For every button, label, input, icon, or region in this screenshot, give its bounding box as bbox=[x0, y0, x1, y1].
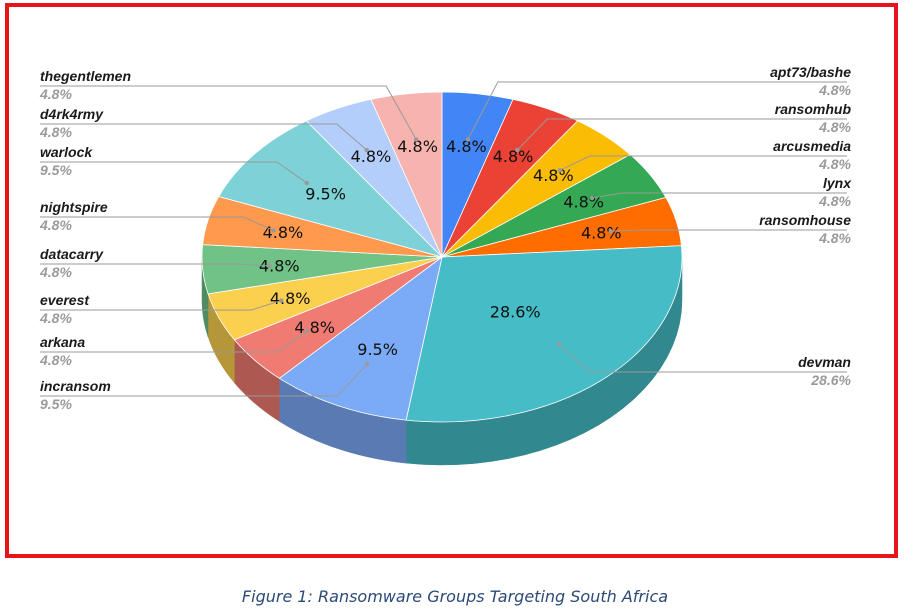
leader-dot-arkana bbox=[304, 329, 310, 334]
leader-dot-thegentlemen bbox=[413, 137, 419, 142]
leader-dot-nightspire bbox=[271, 228, 276, 233]
slice-value-d4rk4rmy: 4.8% bbox=[351, 147, 392, 166]
slice-value-lynx: 4.8% bbox=[563, 192, 604, 211]
leader-line-ransomhouse bbox=[610, 229, 847, 232]
leader-line-ransomhub bbox=[516, 118, 847, 151]
leader-line-d4rk4rmy bbox=[40, 123, 368, 151]
callout-value-lynx: 4.8% bbox=[818, 193, 851, 209]
chart-frame: 4.8% 4.8% 4.8% 4.8% 4.8% 28.6% 9.5% 4.8% 4.8% 4.8… bbox=[5, 3, 898, 558]
leader-dot-d4rk4rmy bbox=[364, 147, 369, 153]
leader-line-arkana bbox=[40, 330, 308, 353]
leader-line-thegentlemen bbox=[40, 85, 417, 140]
slice-value-warlock: 9.5% bbox=[305, 184, 346, 203]
callout-labels: apt73/bashe 4.8% ransomhub 4.8% arcusmedia 4.… bbox=[39, 64, 852, 412]
pie-slice-incransom bbox=[278, 256, 443, 421]
callout-name-ransomhub: ransomhub bbox=[775, 101, 852, 117]
leader-line-warlock bbox=[40, 161, 308, 184]
callout-name-everest: everest bbox=[40, 292, 90, 308]
leader-line-everest bbox=[40, 300, 282, 311]
callout-name-nightspire: nightspire bbox=[40, 199, 108, 215]
leader-line-nightspire bbox=[40, 216, 274, 231]
callout-value-arcusmedia: 4.8% bbox=[818, 156, 851, 172]
pie-chart: 4.8%4.8%4.8%4.8%4.8%28.6%9.5%4.8%4.8%4.8… bbox=[39, 64, 852, 466]
leader-dot-devman bbox=[556, 342, 562, 347]
callout-value-devman: 28.6% bbox=[810, 372, 851, 388]
slice-value-devman: 28.6% bbox=[490, 303, 541, 322]
callout-name-devman: devman bbox=[798, 354, 851, 370]
slice-value-nightspire: 4.8% bbox=[263, 223, 304, 242]
leader-line-lynx bbox=[591, 192, 847, 199]
leader-line-apt73/bashe bbox=[467, 81, 847, 140]
slice-value-ransomhub: 4.8% bbox=[493, 147, 534, 166]
leader-line-datacarry bbox=[40, 263, 270, 267]
figure-caption: Figure 1: Ransomware Groups Targeting So… bbox=[241, 587, 669, 606]
callout-name-lynx: lynx bbox=[823, 175, 852, 191]
callout-value-datacarry: 4.8% bbox=[39, 264, 72, 280]
slice-value-arkana: 4.8% bbox=[294, 318, 335, 337]
leader-dot-arcusmedia bbox=[557, 167, 563, 173]
leader-dot-datacarry bbox=[267, 263, 272, 269]
pie-slice-devman bbox=[405, 245, 683, 423]
callout-value-thegentlemen: 4.8% bbox=[39, 86, 72, 102]
callout-value-incransom: 9.5% bbox=[40, 396, 72, 412]
callout-name-ransomhouse: ransomhouse bbox=[759, 212, 851, 228]
slice-value-ransomhouse: 4.8% bbox=[581, 224, 622, 243]
leader-dot-warlock bbox=[304, 180, 310, 186]
leader-line-incransom bbox=[40, 363, 368, 397]
callout-value-ransomhouse: 4.8% bbox=[818, 230, 851, 246]
leader-dot-apt73/bashe bbox=[465, 137, 471, 142]
callout-name-apt73/bashe: apt73/bashe bbox=[770, 64, 851, 80]
pie-slice-thegentlemen bbox=[370, 91, 443, 258]
callout-value-d4rk4rmy: 4.8% bbox=[39, 124, 72, 140]
callout-name-arkana: arkana bbox=[40, 334, 85, 350]
slice-value-everest: 4.8% bbox=[270, 289, 311, 308]
callout-name-thegentlemen: thegentlemen bbox=[40, 68, 131, 84]
callout-value-apt73/bashe: 4.8% bbox=[818, 82, 851, 98]
callout-value-everest: 4.8% bbox=[39, 310, 72, 326]
leader-dot-everest bbox=[279, 298, 284, 303]
callout-name-incransom: incransom bbox=[40, 378, 111, 394]
leader-dot-ransomhub bbox=[515, 147, 520, 153]
leader-dot-ransomhouse bbox=[608, 228, 613, 234]
callout-name-d4rk4rmy: d4rk4rmy bbox=[40, 106, 104, 122]
callout-name-warlock: warlock bbox=[40, 144, 93, 160]
callout-name-datacarry: datacarry bbox=[40, 246, 104, 262]
leader-dot-incransom bbox=[365, 361, 370, 367]
slice-value-incransom: 9.5% bbox=[357, 340, 398, 359]
slice-value-arcusmedia: 4.8% bbox=[533, 166, 574, 185]
slice-value-labels: 4.8%4.8%4.8%4.8%4.8%28.6%9.5%4.8%4.8%4.8… bbox=[259, 137, 622, 359]
callout-value-ransomhub: 4.8% bbox=[818, 119, 851, 135]
slice-value-datacarry: 4.8% bbox=[259, 256, 300, 275]
pie-side-walls bbox=[201, 256, 683, 466]
pie-slices bbox=[201, 91, 683, 423]
leader-line-devman bbox=[558, 343, 847, 373]
callout-name-arcusmedia: arcusmedia bbox=[773, 138, 851, 154]
slice-value-apt73/bashe: 4.8% bbox=[446, 137, 487, 156]
slice-value-thegentlemen: 4.8% bbox=[397, 137, 438, 156]
callout-value-nightspire: 4.8% bbox=[39, 217, 72, 233]
leader-line-arcusmedia bbox=[559, 155, 847, 171]
leader-dot-lynx bbox=[589, 195, 595, 201]
callout-value-arkana: 4.8% bbox=[39, 352, 72, 368]
callout-value-warlock: 9.5% bbox=[40, 162, 72, 178]
